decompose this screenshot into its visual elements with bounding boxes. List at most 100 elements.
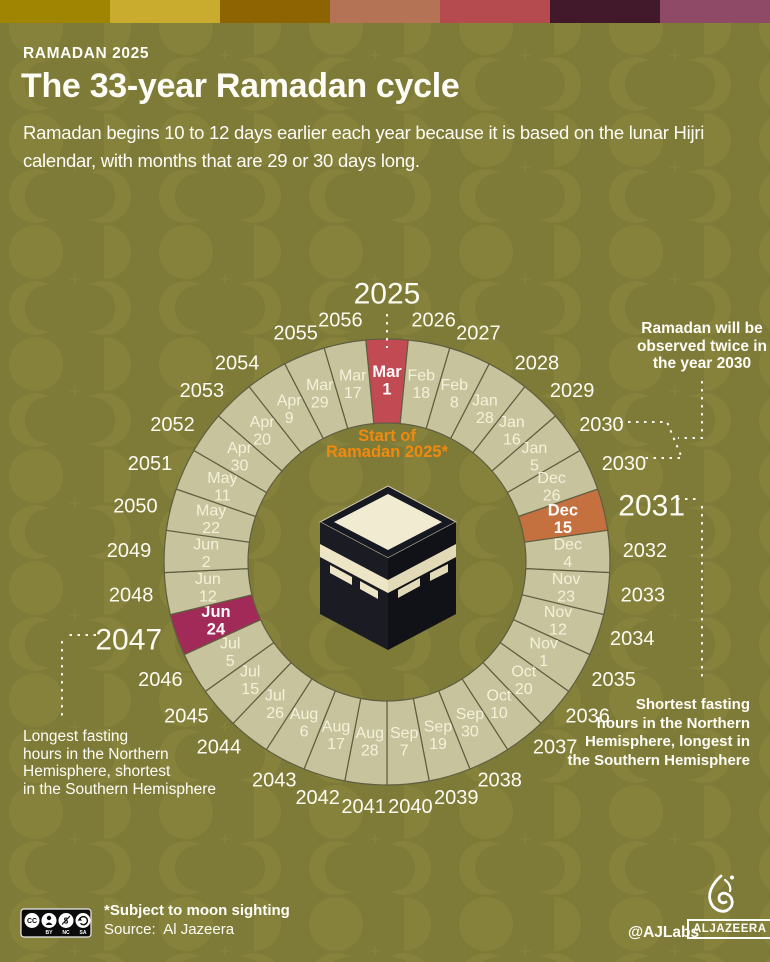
date-label-2036-Oct20: Oct 20 (511, 664, 536, 699)
year-label-2044: 2044 (197, 737, 242, 759)
date-label-2047-Jun24: Jun 24 (201, 603, 230, 639)
year-label-2027: 2027 (456, 323, 501, 345)
date-label-2051-May11: May 11 (207, 470, 237, 505)
wheel-segment-2056-Mar17 (323, 339, 375, 430)
svg-text:$: $ (64, 917, 69, 926)
year-label-2040: 2040 (388, 796, 433, 818)
year-label-2039: 2039 (434, 787, 479, 809)
annotation-2030-twice: Ramadan will be observed twice in the ye… (636, 320, 768, 372)
center-label-line2: Ramadan 2025* (326, 442, 448, 461)
date-label-2041-Aug28: Aug 28 (356, 725, 384, 760)
connector-2030-annotation (678, 381, 703, 439)
year-label-2042: 2042 (295, 787, 340, 809)
palette-swatch-6 (660, 0, 770, 23)
date-label-2048-Jun12: Jun 12 (195, 571, 221, 606)
year-label-2052: 2052 (150, 414, 195, 436)
year-label-2032: 2032 (623, 540, 668, 562)
year-label-2043: 2043 (252, 770, 297, 792)
date-label-2056-Mar17: Mar 17 (339, 367, 367, 402)
year-label-2028: 2028 (515, 353, 560, 375)
year-label-2041: 2041 (341, 796, 386, 818)
date-label-2054-Apr9: Apr 9 (277, 393, 303, 428)
cc-icon (24, 913, 40, 928)
svg-text:CC: CC (27, 918, 37, 925)
moon-sighting-note: *Subject to moon sighting (104, 902, 290, 919)
date-label-2040-Sep7: Sep 7 (390, 725, 419, 760)
year-label-2035: 2035 (591, 669, 636, 691)
date-label-2055-Mar29: Mar 29 (306, 377, 334, 412)
date-label-2049-Jun2: Jun 2 (193, 536, 219, 571)
cc-by-icon (41, 913, 57, 928)
date-label-2025-Mar1: Mar 1 (372, 363, 402, 399)
palette-bar (0, 0, 770, 23)
date-label-2053-Apr20: Apr 20 (250, 414, 276, 449)
year-label-2056: 2056 (318, 309, 363, 331)
palette-swatch-4 (440, 0, 550, 23)
year-label-2053: 2053 (180, 380, 225, 402)
date-label-2032-Dec4: Dec 4 (554, 536, 582, 571)
year-label-2033: 2033 (621, 585, 666, 607)
date-label-2034-Nov12: Nov 12 (544, 604, 572, 639)
center-label: Start of Ramadan 2025* (277, 428, 497, 461)
date-label-2030-Dec26: Dec 26 (537, 470, 565, 505)
year-label-2054: 2054 (215, 353, 260, 375)
date-label-2031-Dec15: Dec 15 (548, 501, 578, 537)
date-label-2039-Sep19: Sep 19 (424, 719, 453, 754)
palette-swatch-3 (330, 0, 440, 23)
year-label-2047: 2047 (95, 623, 162, 656)
annotation-shortest-fasting: Shortest fasting hours in the Northern H… (567, 696, 750, 769)
connector-2030-labels (620, 421, 684, 459)
year-label-2026: 2026 (411, 309, 456, 331)
annotation-longest-fasting: Longest fasting hours in the Northern He… (23, 728, 217, 798)
date-label-2042-Aug17: Aug 17 (322, 719, 350, 754)
date-label-2027-Feb8: Feb 8 (440, 377, 468, 412)
date-label-2030-Jan5: Jan 5 (522, 440, 548, 475)
year-label-2048: 2048 (109, 585, 154, 607)
year-label-2049: 2049 (107, 540, 152, 562)
year-label-2046: 2046 (138, 669, 183, 691)
cc-nc-label: NC (62, 930, 70, 936)
date-label-2050-May22: May 22 (196, 502, 226, 537)
ajlabs-handle: @AJLabs (628, 924, 700, 941)
source-credit: Source: Al Jazeera (104, 921, 235, 938)
palette-swatch-5 (550, 0, 660, 23)
palette-swatch-0 (0, 0, 110, 23)
aljazeera-logotype: ALJAZEERA (687, 919, 770, 939)
date-label-2026-Feb18: Feb 18 (407, 367, 435, 402)
date-label-2046-Jul5: Jul 5 (220, 636, 240, 671)
year-label-2031: 2031 (618, 489, 685, 522)
year-label-2029: 2029 (550, 380, 595, 402)
date-label-2044-Jul26: Jul 26 (265, 687, 285, 722)
aljazeera-flame-logo (708, 874, 734, 913)
page-title: The 33-year Ramadan cycle (21, 67, 460, 105)
date-label-2037-Oct10: Oct 10 (486, 687, 511, 722)
year-label-2045: 2045 (164, 706, 209, 728)
date-label-2045-Jul15: Jul 15 (240, 664, 260, 699)
year-label-2025: 2025 (354, 278, 421, 311)
palette-swatch-2 (220, 0, 330, 23)
date-label-2028-Jan28: Jan 28 (472, 393, 498, 428)
date-label-2033-Nov23: Nov 23 (552, 571, 580, 606)
cc-by-label: BY (46, 930, 54, 936)
cc-license-badge: CC $ BY NC SA (20, 908, 92, 938)
year-label-2051: 2051 (128, 453, 173, 475)
date-label-2043-Aug6: Aug 6 (290, 706, 318, 741)
cc-sa-label: SA (80, 930, 87, 936)
year-label-2034: 2034 (610, 628, 655, 650)
date-label-2052-Apr30: Apr 30 (227, 440, 253, 475)
date-label-2029-Jan16: Jan 16 (499, 414, 525, 449)
year-label-2050: 2050 (113, 495, 158, 517)
palette-swatch-1 (110, 0, 220, 23)
year-label-2055: 2055 (273, 323, 318, 345)
subtitle-text: Ramadan begins 10 to 12 days earlier eac… (23, 122, 705, 171)
year-label-2030-second: 2030 (602, 453, 647, 475)
year-label-2038: 2038 (477, 770, 522, 792)
year-label-2036: 2036 (565, 706, 610, 728)
ramadan-cycle-wheel: Mar 1 2025 Feb 18 2026 Feb 8 2027 Jan 28 2028 Jan 16 2… (95, 278, 685, 818)
date-label-2035-Nov1: Nov 1 (530, 636, 558, 671)
kaaba-illustration (318, 485, 458, 650)
year-label-2030: 2030 (579, 414, 624, 436)
date-label-2038-Sep30: Sep 30 (456, 706, 485, 741)
